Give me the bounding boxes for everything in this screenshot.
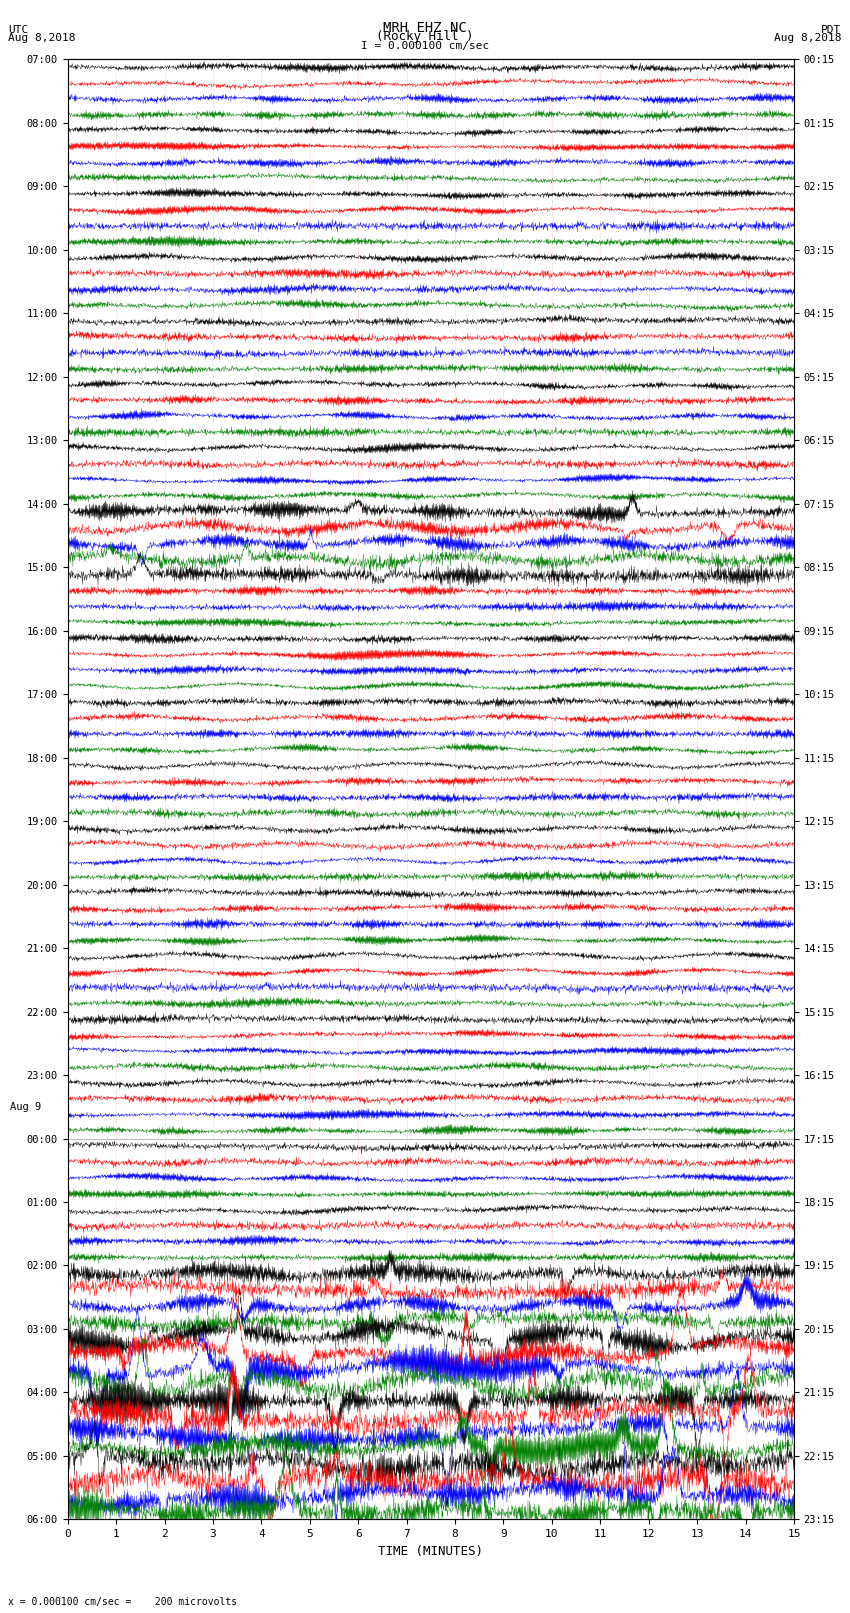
Text: PDT: PDT [821, 24, 842, 35]
X-axis label: TIME (MINUTES): TIME (MINUTES) [378, 1545, 484, 1558]
Text: UTC: UTC [8, 24, 29, 35]
Text: I = 0.000100 cm/sec: I = 0.000100 cm/sec [361, 40, 489, 50]
Text: (Rocky Hill ): (Rocky Hill ) [377, 29, 473, 44]
Text: MRH EHZ NC: MRH EHZ NC [383, 21, 467, 35]
Text: Aug 8,2018: Aug 8,2018 [8, 32, 76, 44]
Text: x = 0.000100 cm/sec =    200 microvolts: x = 0.000100 cm/sec = 200 microvolts [8, 1597, 238, 1607]
Text: Aug 9: Aug 9 [9, 1102, 41, 1111]
Text: Aug 8,2018: Aug 8,2018 [774, 32, 842, 44]
